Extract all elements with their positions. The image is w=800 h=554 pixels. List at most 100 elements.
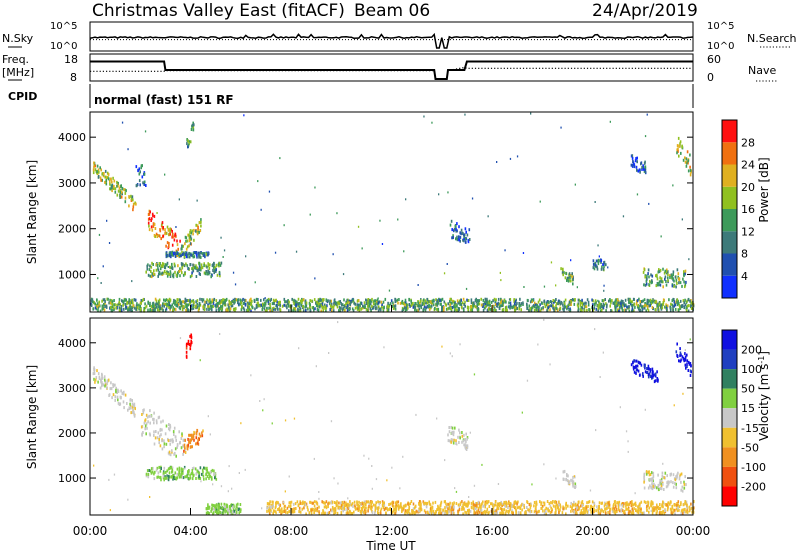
echo-cell: [395, 503, 397, 507]
echo-cell: [673, 298, 675, 301]
echo-cell: [138, 179, 141, 183]
echo-cell: [597, 262, 600, 266]
echo-cell: [159, 267, 162, 271]
echo-cell: [454, 487, 456, 490]
echo-cell: [154, 227, 157, 230]
echo-cell: [671, 511, 673, 515]
echo-cell: [621, 502, 623, 506]
echo-cell: [372, 306, 374, 310]
echo-cell: [97, 277, 99, 280]
echo-cell: [644, 275, 646, 279]
echo-cell: [583, 302, 585, 306]
echo-cell: [148, 209, 151, 213]
echo-cell: [507, 501, 510, 505]
echo-cell: [184, 299, 187, 303]
echo-cell: [570, 300, 573, 304]
echo-cell: [596, 267, 599, 271]
echo-cell: [629, 298, 632, 302]
echo-cell: [684, 283, 687, 287]
echo-cell: [662, 280, 664, 284]
echo-cell: [185, 262, 187, 266]
echo-cell: [467, 511, 470, 515]
echo-cell: [224, 507, 226, 511]
echo-cell: [661, 504, 663, 508]
echo-cell: [661, 502, 664, 506]
echo-cell: [664, 305, 666, 309]
echo-cell: [99, 304, 101, 308]
echo-cell: [647, 486, 650, 490]
echo-cell: [396, 298, 398, 302]
echo-cell: [355, 507, 358, 511]
echo-cell: [526, 302, 528, 306]
echo-cell: [183, 264, 186, 268]
echo-cell: [635, 509, 637, 512]
echo-cell: [600, 501, 603, 505]
echo-cell: [234, 300, 236, 304]
echo-cell: [168, 245, 170, 248]
echo-cell: [347, 511, 349, 515]
echo-cell: [331, 509, 333, 513]
echo-cell: [201, 434, 204, 438]
echo-cell: [227, 508, 229, 512]
echo-cell: [603, 265, 605, 268]
echo-cell: [391, 466, 393, 469]
echo-cell: [632, 361, 634, 365]
echo-cell: [639, 502, 641, 506]
echo-cell: [445, 510, 448, 513]
echo-cell: [195, 477, 197, 480]
echo-cell: [646, 298, 649, 302]
echo-cell: [319, 299, 321, 302]
echo-cell: [619, 503, 621, 507]
echo-cell: [461, 431, 463, 434]
echo-cell: [111, 180, 113, 184]
echo-cell: [570, 478, 572, 482]
echo-cell: [661, 280, 663, 284]
echo-cell: [456, 235, 458, 239]
echo-cell: [149, 264, 151, 268]
echo-cell: [367, 509, 369, 513]
echo-cell: [505, 509, 508, 513]
echo-cell: [193, 301, 195, 305]
echo-cell: [689, 299, 691, 303]
echo-cell: [310, 508, 312, 512]
echo-cell: [178, 269, 180, 273]
echo-cell: [686, 150, 689, 154]
echo-cell: [471, 197, 474, 200]
echo-cell: [276, 305, 278, 309]
echo-cell: [573, 485, 576, 489]
echo-cell: [297, 297, 300, 301]
echo-cell: [554, 507, 557, 510]
echo-cell: [591, 500, 594, 504]
echo-cell: [164, 475, 166, 479]
echo-cell: [133, 412, 135, 416]
echo-cell: [459, 436, 461, 440]
echo-cell: [191, 469, 194, 472]
echo-cell: [424, 299, 427, 303]
echo-cell: [330, 500, 332, 504]
echo-cell: [269, 508, 272, 512]
echo-cell: [623, 302, 625, 306]
echo-cell: [451, 305, 454, 309]
echo-cell: [399, 301, 402, 305]
echo-cell: [663, 488, 665, 491]
echo-cell: [564, 304, 566, 308]
echo-cell: [449, 303, 451, 307]
echo-cell: [414, 504, 417, 508]
echo-cell: [92, 307, 95, 311]
echo-cell: [581, 301, 584, 305]
echo-cell: [581, 309, 583, 313]
colorbar-swatch: [722, 330, 737, 350]
echo-cell: [556, 506, 559, 509]
echo-cell: [462, 238, 464, 242]
echo-cell: [166, 225, 169, 229]
echo-cell: [649, 279, 651, 283]
echo-cell: [111, 183, 114, 187]
echo-cell: [490, 502, 492, 506]
echo-cell: [562, 273, 564, 277]
echo-cell: [423, 509, 426, 513]
echo-cell: [660, 478, 663, 482]
echo-cell: [450, 307, 453, 311]
echo-cell: [545, 506, 547, 510]
echo-cell: [166, 261, 169, 265]
